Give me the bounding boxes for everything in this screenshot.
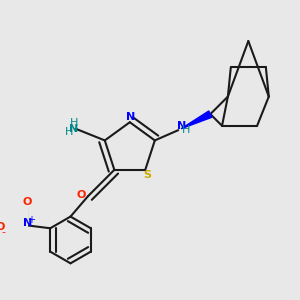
- Text: N: N: [126, 112, 135, 122]
- Text: H: H: [182, 125, 190, 135]
- Text: N: N: [177, 121, 186, 131]
- Text: O: O: [0, 222, 5, 232]
- Text: -: -: [2, 227, 5, 237]
- Text: N: N: [23, 218, 32, 228]
- Text: O: O: [77, 190, 86, 200]
- Text: +: +: [27, 215, 35, 225]
- Text: O: O: [23, 197, 32, 207]
- Text: H: H: [70, 118, 78, 128]
- Text: S: S: [144, 170, 152, 180]
- Polygon shape: [181, 111, 212, 129]
- Text: N: N: [70, 124, 79, 134]
- Text: H: H: [65, 127, 73, 137]
